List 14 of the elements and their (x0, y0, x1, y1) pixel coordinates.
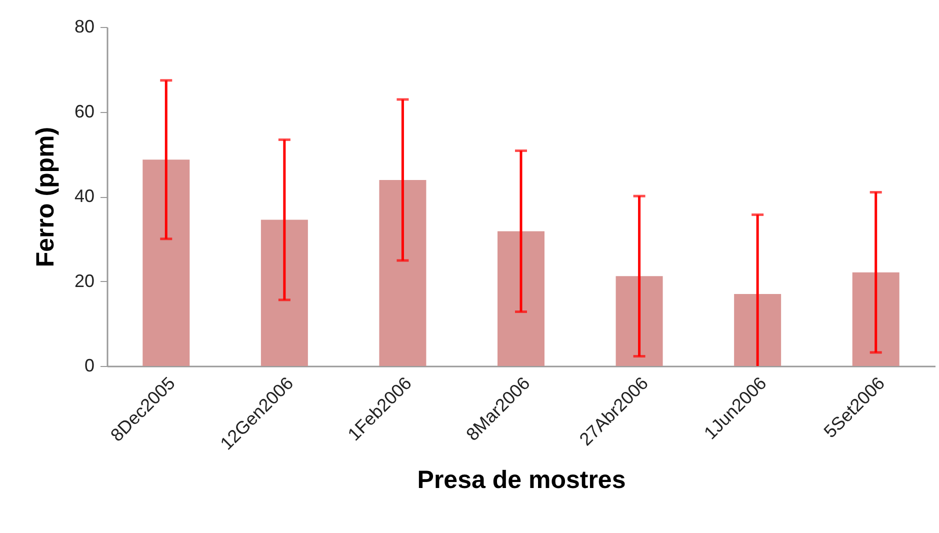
y-tick-label: 20 (74, 270, 94, 291)
bar (734, 294, 782, 366)
bar (852, 272, 900, 366)
bar (616, 276, 663, 366)
y-tick-label: 40 (74, 186, 94, 206)
y-axis-title: Ferro (ppm) (31, 126, 60, 268)
y-tick-label: 0 (84, 356, 94, 376)
bar (142, 160, 190, 366)
bar (379, 180, 426, 366)
y-tick-label: 80 (74, 16, 94, 36)
y-tick-label: 60 (74, 101, 94, 122)
bar (260, 220, 308, 366)
x-axis-title: Presa de mostres (417, 466, 626, 494)
bar (498, 231, 544, 366)
